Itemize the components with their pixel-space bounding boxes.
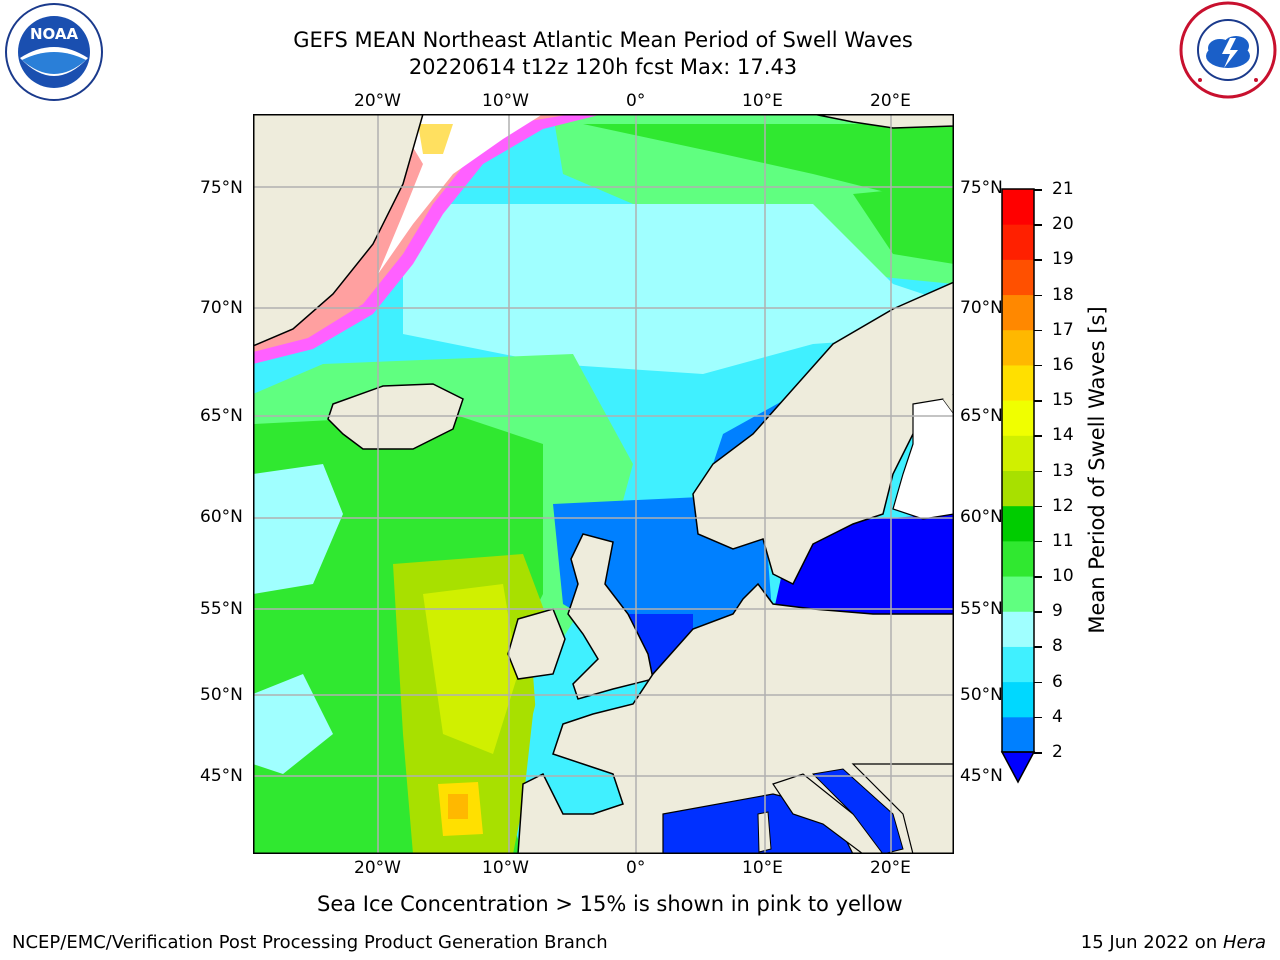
noaa-logo-text: NOAA bbox=[30, 25, 79, 43]
colorbar-segment bbox=[1002, 259, 1034, 296]
footer-right: 15 Jun 2022 on Hera bbox=[1081, 932, 1266, 954]
colorbar-segment bbox=[1002, 329, 1034, 366]
swell-period-map bbox=[253, 114, 954, 854]
colorbar-segment bbox=[1002, 435, 1034, 471]
nws-logo bbox=[1178, 0, 1278, 100]
lon-label-top: 20°W bbox=[354, 91, 401, 111]
colorbar-segment bbox=[1002, 540, 1034, 577]
colorbar-segment bbox=[1002, 224, 1034, 260]
colorbar-tick-label: 20 bbox=[1052, 214, 1074, 235]
lat-label-left: 60°N bbox=[200, 507, 243, 527]
colorbar-tick-label: 8 bbox=[1052, 636, 1063, 657]
lon-label-bottom: 10°E bbox=[742, 858, 783, 878]
colorbar-tick bbox=[1034, 400, 1042, 402]
colorbar-tick-label: 9 bbox=[1052, 601, 1063, 622]
lat-label-left: 75°N bbox=[200, 178, 243, 198]
lat-label-left: 55°N bbox=[200, 599, 243, 619]
colorbar-tick bbox=[1034, 435, 1042, 437]
colorbar-tick-label: 19 bbox=[1052, 249, 1074, 270]
colorbar-label: Mean Period of Swell Waves [s] bbox=[1085, 306, 1109, 634]
colorbar-tick bbox=[1034, 224, 1042, 226]
colorbar-tick bbox=[1034, 294, 1042, 297]
colorbar-segment bbox=[1002, 364, 1034, 401]
colorbar-tick bbox=[1034, 259, 1042, 261]
colorbar-tick bbox=[1034, 576, 1042, 578]
colorbar-tick bbox=[1034, 540, 1042, 543]
lat-label-left: 45°N bbox=[200, 766, 243, 786]
colorbar-tick bbox=[1034, 329, 1042, 332]
colorbar-tick-label: 2 bbox=[1052, 742, 1063, 762]
colorbar-tick-label: 14 bbox=[1052, 425, 1074, 446]
lon-label-bottom: 0° bbox=[626, 858, 646, 878]
colorbar-tick-label: 12 bbox=[1052, 495, 1074, 516]
colorbar-tick bbox=[1034, 716, 1042, 719]
colorbar-tick-label: 17 bbox=[1052, 319, 1074, 340]
sea-ice-note: Sea Ice Concentration > 15% is shown in … bbox=[317, 892, 903, 916]
lat-label-right: 55°N bbox=[960, 599, 1003, 619]
colorbar-tick bbox=[1034, 646, 1042, 648]
chart-title: GEFS MEAN Northeast Atlantic Mean Period… bbox=[293, 28, 913, 52]
lat-label-left: 50°N bbox=[200, 685, 243, 705]
lon-label-bottom: 10°W bbox=[482, 858, 529, 878]
colorbar-segment bbox=[1002, 576, 1034, 612]
footer-date: 15 Jun 2022 on bbox=[1080, 932, 1223, 953]
lon-label-bottom: 20°E bbox=[870, 858, 911, 878]
colorbar-tick bbox=[1034, 611, 1042, 613]
colorbar-tick-label: 10 bbox=[1052, 566, 1074, 587]
colorbar-tick bbox=[1034, 681, 1042, 684]
chart-subtitle: 20220614 t12z 120h fcst Max: 17.43 bbox=[408, 55, 798, 79]
colorbar-segment bbox=[1002, 646, 1034, 683]
colorbar-segment bbox=[1002, 470, 1034, 507]
lon-label-top: 0° bbox=[626, 91, 646, 111]
colorbar-segment bbox=[1002, 505, 1034, 542]
colorbar-tick bbox=[1034, 505, 1042, 508]
map-frame bbox=[253, 114, 954, 854]
colorbar-segment bbox=[1002, 189, 1034, 225]
colorbar-tick-label: 15 bbox=[1052, 390, 1074, 411]
lon-label-bottom: 20°W bbox=[354, 858, 401, 878]
colorbar-tick-label: 6 bbox=[1052, 671, 1063, 692]
lon-label-top: 20°E bbox=[870, 91, 911, 111]
footer-left: NCEP/EMC/Verification Post Processing Pr… bbox=[12, 932, 608, 953]
graticule bbox=[253, 114, 954, 854]
colorbar-tick bbox=[1034, 189, 1042, 191]
colorbar-segment bbox=[1002, 400, 1034, 436]
footer-host: Hera bbox=[1222, 932, 1266, 953]
colorbar-tick-label: 4 bbox=[1052, 706, 1063, 727]
colorbar-tick-label: 18 bbox=[1052, 284, 1074, 305]
colorbar-segment bbox=[1002, 294, 1034, 331]
colorbar-tick bbox=[1034, 364, 1042, 367]
lon-label-top: 10°W bbox=[482, 91, 529, 111]
colorbar-segment bbox=[1002, 716, 1034, 753]
lon-label-top: 10°E bbox=[742, 91, 783, 111]
colorbar-tick bbox=[1034, 470, 1042, 472]
colorbar-tick-label: 13 bbox=[1052, 460, 1074, 481]
colorbar bbox=[1000, 186, 1040, 786]
lat-label-right: 65°N bbox=[960, 406, 1003, 426]
colorbar-tick bbox=[1034, 752, 1042, 754]
colorbar-tick-label: 11 bbox=[1052, 530, 1074, 551]
lat-label-right: 50°N bbox=[960, 685, 1003, 705]
lat-label-left: 65°N bbox=[200, 406, 243, 426]
lat-label-right: 45°N bbox=[960, 766, 1003, 786]
map-panel bbox=[253, 114, 954, 854]
lat-label-right: 60°N bbox=[960, 507, 1003, 527]
colorbar-tick-label: 21 bbox=[1052, 179, 1074, 199]
lat-label-right: 70°N bbox=[960, 298, 1003, 318]
noaa-logo: NOAA bbox=[4, 2, 104, 102]
lat-label-left: 70°N bbox=[200, 298, 243, 318]
colorbar-tick-label: 16 bbox=[1052, 354, 1074, 375]
colorbar-segment bbox=[1002, 681, 1034, 718]
colorbar-segment bbox=[1002, 611, 1034, 647]
lat-label-right: 75°N bbox=[960, 178, 1003, 198]
